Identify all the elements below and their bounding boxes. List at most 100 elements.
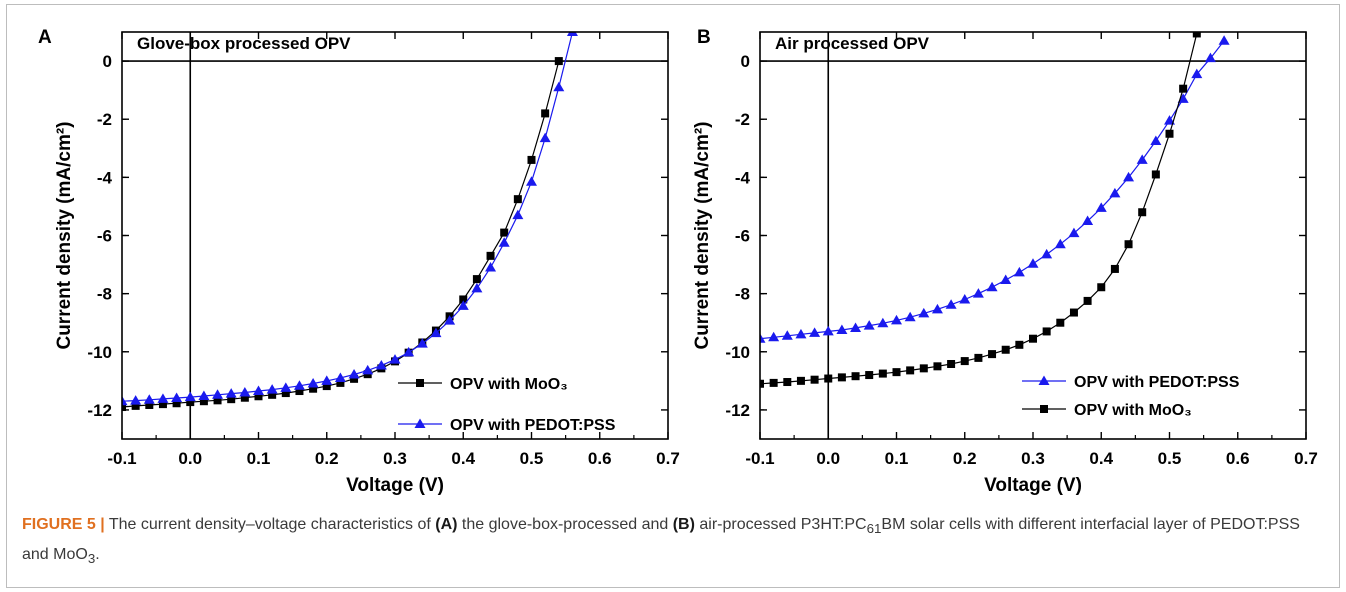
data-point <box>1110 264 1119 273</box>
x-tick-label: 0.0 <box>178 449 202 468</box>
data-point <box>253 385 264 396</box>
x-tick-label: 0.0 <box>816 449 840 468</box>
y-axis-title: Current density (mA/cm²) <box>692 121 713 349</box>
data-point <box>266 384 278 394</box>
data-point <box>362 364 374 375</box>
data-point <box>796 376 805 385</box>
data-point <box>781 330 793 340</box>
data-point <box>430 327 442 338</box>
x-tick-label: -0.1 <box>745 449 774 468</box>
series-line <box>122 32 574 402</box>
data-point <box>824 374 833 383</box>
data-point <box>837 373 846 382</box>
data-point <box>1192 32 1201 38</box>
data-point <box>171 392 183 403</box>
data-point <box>416 338 428 348</box>
data-point <box>212 389 224 399</box>
x-tick-label: 0.6 <box>1226 449 1250 468</box>
caption-figure-label: FIGURE 5 | <box>22 516 105 533</box>
data-point <box>906 366 915 375</box>
data-point <box>184 391 196 402</box>
data-point <box>810 375 819 384</box>
data-point <box>500 228 509 237</box>
y-tick-label: -8 <box>735 285 750 304</box>
x-tick-label: 0.4 <box>1089 449 1113 468</box>
data-point <box>1041 248 1053 259</box>
data-point <box>1218 35 1230 45</box>
data-point <box>933 362 942 371</box>
data-point <box>198 390 210 400</box>
data-point <box>768 331 780 342</box>
series-pedot-pss <box>760 35 1230 343</box>
data-point <box>1042 327 1051 336</box>
series-moo3 <box>122 57 563 412</box>
x-tick-label: 0.2 <box>953 449 977 468</box>
data-point <box>172 399 181 408</box>
data-point <box>1027 258 1039 268</box>
x-tick-label: 0.7 <box>1294 449 1318 468</box>
legend-label: OPV with PEDOT:PSS <box>450 417 616 434</box>
data-point <box>850 322 862 332</box>
caption-label-b: (B) <box>672 516 695 533</box>
data-point <box>1123 171 1135 182</box>
series-line <box>122 60 560 408</box>
caption-text-2: the glove-box-processed and <box>457 516 673 533</box>
x-tick-label: 0.5 <box>520 449 544 468</box>
data-point <box>122 395 128 406</box>
data-point <box>959 293 971 304</box>
series-moo3 <box>760 32 1201 388</box>
data-point <box>919 364 928 373</box>
series-pedot-pss <box>122 32 578 406</box>
data-point <box>1001 345 1010 354</box>
data-point <box>554 57 563 66</box>
inset-title: Glove-box processed OPV <box>137 34 351 53</box>
data-point <box>157 393 169 403</box>
data-point <box>553 81 565 92</box>
panel-label: B <box>697 27 711 48</box>
data-point <box>145 400 154 409</box>
data-point <box>1069 308 1078 317</box>
legend-marker <box>416 379 424 387</box>
x-tick-label: 0.7 <box>656 449 680 468</box>
data-point <box>254 392 263 401</box>
figure-caption: FIGURE 5 | The current density–voltage c… <box>22 512 1322 572</box>
data-point <box>199 397 208 406</box>
chart-panel-a: -0.1 0.0 0.1 0.2 0.3 0.4 0.5 0.6 0.7 0 -2 -4 -6 -8 -10… <box>38 27 680 496</box>
data-point <box>1151 170 1160 179</box>
y-tick-label: 0 <box>741 52 750 71</box>
y-tick-label: 0 <box>103 52 112 71</box>
data-point <box>350 374 359 383</box>
data-point <box>239 386 251 397</box>
data-point <box>960 357 969 366</box>
data-point <box>485 261 497 272</box>
data-point <box>1124 240 1133 249</box>
data-point <box>1015 340 1024 349</box>
y-tick-label: -4 <box>735 168 751 187</box>
data-point <box>122 403 126 412</box>
y-tick-label: -2 <box>97 110 112 129</box>
x-tick-label: 0.1 <box>885 449 909 468</box>
data-point <box>836 324 848 334</box>
legend: OPV with PEDOT:PSS OPV with MoO₃ <box>1022 374 1240 419</box>
data-point <box>783 378 792 387</box>
data-point <box>851 372 860 381</box>
data-point <box>213 396 222 405</box>
data-point <box>760 379 764 388</box>
legend-marker <box>1038 375 1050 385</box>
data-point <box>1083 296 1092 305</box>
data-point <box>878 369 887 378</box>
caption-text-5: . <box>95 546 100 564</box>
data-point <box>158 400 167 409</box>
plot-frame <box>121 31 669 440</box>
y-tick-label: -8 <box>97 285 112 304</box>
y-tick-label: -6 <box>735 227 750 246</box>
x-tick-label: 0.1 <box>247 449 271 468</box>
data-point <box>865 371 874 380</box>
data-point <box>986 281 998 292</box>
data-point <box>1000 274 1012 284</box>
data-point <box>281 389 290 398</box>
data-point <box>240 393 249 402</box>
figure-charts: -0.1 0.0 0.1 0.2 0.3 0.4 0.5 0.6 0.7 0 -2 -4 -6 -8 -10… <box>38 27 1318 496</box>
data-point <box>1138 208 1147 217</box>
data-point <box>891 314 902 325</box>
